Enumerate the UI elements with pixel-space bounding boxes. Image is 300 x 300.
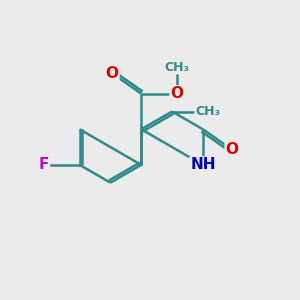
Text: CH₃: CH₃ (164, 61, 189, 74)
Text: O: O (170, 86, 183, 101)
Text: O: O (226, 142, 238, 157)
Text: NH: NH (190, 158, 216, 172)
Text: O: O (106, 66, 118, 81)
Text: CH₃: CH₃ (195, 105, 220, 118)
Text: F: F (39, 158, 49, 172)
